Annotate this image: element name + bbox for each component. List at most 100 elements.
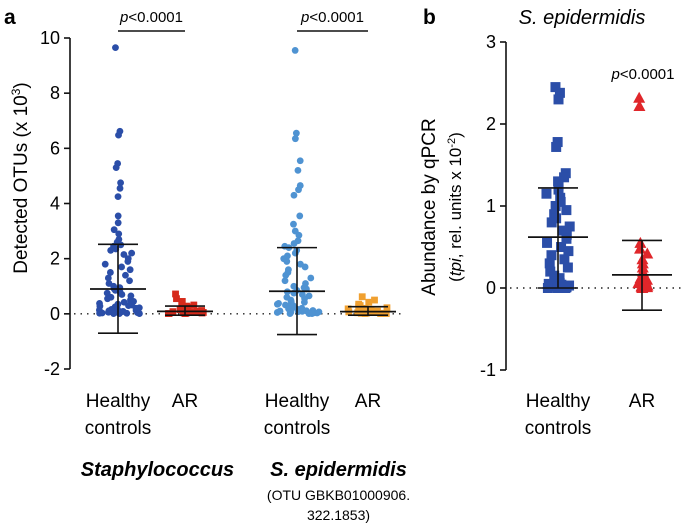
panel-a-point [382, 310, 390, 317]
panel-b-y-axis-label-end: ) [446, 132, 465, 138]
panel-b-group-1 [612, 91, 672, 311]
panel-a-point [112, 164, 120, 172]
panel-a-point [118, 291, 126, 298]
panel-a-y-tick-label: -2 [44, 359, 60, 379]
panel-a-point [301, 263, 309, 271]
panel-a-y-axis-label-main: Detected OTUs (x 10 [11, 95, 32, 273]
panel-a-point [117, 179, 124, 187]
panel-b-point [633, 99, 646, 111]
panel-b-marks [528, 82, 672, 311]
panel-b-y-tick-label: 1 [486, 196, 496, 216]
panel-a-significance-text: p<0.0001 [300, 9, 364, 26]
panel-a-point [123, 309, 131, 317]
panel-a-y-axis-label-end: ) [11, 82, 32, 88]
panel-a-point [361, 310, 369, 317]
panel-a-y-tick-label: 4 [50, 194, 60, 214]
panel-a-point [105, 308, 112, 316]
panel-b-group-labels: Healthy controls AR [525, 391, 655, 439]
panel-a-point [383, 304, 391, 312]
panel-a-significance-text: p<0.0001 [119, 9, 183, 26]
panel-a-point [115, 310, 123, 317]
panel-a-point [295, 186, 302, 194]
panel-b-point [541, 188, 552, 199]
panel-b-y-tick-label: 3 [486, 32, 496, 52]
panel-a-point [112, 44, 119, 52]
panel-b-point [555, 196, 566, 207]
panel-b-y-axis-label-gene: tpi [446, 257, 465, 276]
panel-a-marks [90, 44, 396, 336]
panel-a-point [291, 135, 299, 143]
panel-a-point [184, 305, 192, 313]
panel-b-point [559, 254, 570, 265]
panel-b-point [550, 82, 561, 93]
panel-a-point [190, 301, 198, 309]
panel-a-group-label-line1: Healthy [86, 391, 151, 412]
panel-b-point [563, 246, 574, 257]
panel-b-y-axis: -1 0 1 2 3 [480, 32, 682, 380]
panel-a-point [126, 277, 133, 285]
panel-a-point [115, 131, 122, 139]
panel-b-point [550, 201, 561, 211]
panel-b-significance-text: p<0.0001 [611, 66, 675, 83]
panel-a-point [120, 251, 128, 258]
panel-a-y-tick-label: 2 [50, 249, 60, 269]
panel-a-point [104, 295, 111, 303]
panel-b-point [641, 247, 654, 259]
panel-a-point [125, 302, 132, 309]
panel-a-point [365, 298, 373, 306]
panel-a-y-tick-label: 6 [50, 138, 60, 158]
panel-a-group-2 [269, 47, 325, 336]
panel-b-point [554, 87, 565, 98]
panel-b-point [553, 94, 564, 105]
panel-a-group-1 [157, 290, 213, 317]
panel-a-point [283, 258, 291, 265]
panel-a-point [354, 309, 362, 317]
panel-a-point [124, 258, 132, 265]
panel-a-group-label-line1: AR [355, 391, 381, 412]
panel-b-point [634, 242, 647, 254]
panel-b: b S. epidermidis Abundance by qPCR (tpi,… [419, 6, 682, 439]
panel-a-point [172, 290, 179, 298]
panel-b-point [633, 91, 646, 103]
panel-b-point [564, 221, 575, 232]
panel-a-point [107, 246, 115, 254]
panel-a-point [286, 310, 294, 317]
panel-a-y-tick-label: 0 [50, 304, 60, 324]
panel-b-y-tick-label: -1 [480, 360, 496, 380]
panel-a-y-axis-label-sup: 3 [9, 88, 23, 95]
panel-a-point [115, 230, 123, 238]
panel-a-point [282, 271, 290, 279]
panel-a-point [198, 309, 206, 317]
panel-a-point [118, 263, 125, 271]
panel-b-y-axis-label-line1: Abundance by qPCR [419, 118, 440, 295]
panel-b-group-label-line2: controls [525, 418, 592, 439]
panel-a-point [116, 184, 124, 192]
panel-a-point [101, 260, 109, 268]
panel-a-point [128, 249, 136, 257]
panel-b-point [562, 262, 573, 273]
panel-a-point [178, 299, 186, 307]
panel-b-point [561, 233, 572, 244]
panel-b-title: S. epidermidis [519, 7, 646, 29]
panel-a-point [122, 271, 129, 279]
panel-b-point [559, 172, 570, 183]
panel-a-group-label-line1: AR [172, 391, 198, 412]
panel-a-point [110, 310, 117, 317]
panel-b-group-label-line1: Healthy [526, 391, 591, 412]
panel-a-otu-line1: (OTU GBKB01000906. [267, 487, 410, 503]
panel-a-genus-label: Staphylococcus [81, 459, 234, 481]
panel-b-y-tick-label: 2 [486, 114, 496, 134]
panel-a-group-3 [340, 293, 396, 317]
panel-a-point [377, 310, 385, 317]
panel-a-group-0 [90, 44, 146, 334]
panel-b-y-axis-label-line2: (tpi, rel. units x 10-2) [446, 132, 465, 282]
panel-a-point [273, 300, 281, 308]
panel-a-point [126, 266, 134, 274]
panel-b-y-axis-label-rest: , rel. units x 10 [446, 148, 465, 259]
panel-a-point [290, 220, 297, 228]
panel-b-point [556, 242, 567, 252]
panel-a-point [357, 309, 365, 317]
panel-b-point [551, 141, 562, 152]
panel-b-group-0 [528, 82, 588, 293]
